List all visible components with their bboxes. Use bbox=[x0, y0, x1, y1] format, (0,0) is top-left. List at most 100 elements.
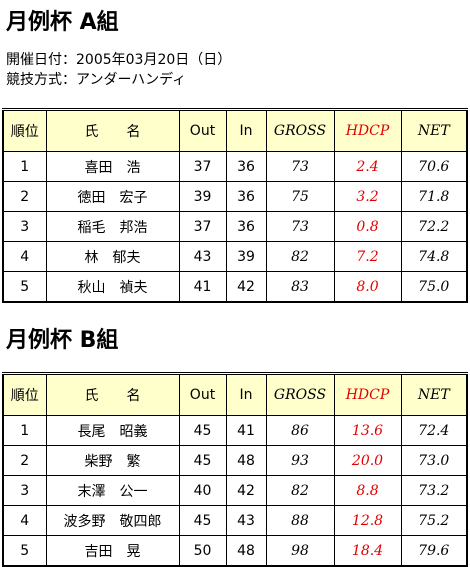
cell: 75.2 bbox=[400, 505, 468, 536]
cell: 13.6 bbox=[333, 415, 402, 446]
data-row: 1 長尾 昭義 45 41 86 13.6 72.4 bbox=[2, 415, 468, 446]
cell: 20.0 bbox=[333, 445, 402, 476]
data-row: 3 稲毛 邦浩 37 36 73 0.8 72.2 bbox=[2, 211, 468, 242]
cell: 79.6 bbox=[400, 535, 468, 567]
cell: 36 bbox=[225, 211, 267, 242]
cell: 喜田 浩 bbox=[45, 151, 180, 182]
cell: 2 bbox=[2, 181, 47, 212]
cell: 82 bbox=[265, 241, 335, 272]
cell: 長尾 昭義 bbox=[45, 415, 180, 446]
cell: 柴野 繁 bbox=[45, 445, 180, 476]
cell: 83 bbox=[265, 271, 335, 303]
cell: 50 bbox=[178, 535, 227, 567]
cell: 73.0 bbox=[400, 445, 468, 476]
cell: 5 bbox=[2, 535, 47, 567]
cell: 71.8 bbox=[400, 181, 468, 212]
header-cell: In bbox=[225, 109, 267, 152]
cell: 88 bbox=[265, 505, 335, 536]
cell: 8.8 bbox=[333, 475, 402, 506]
cell: 稲毛 邦浩 bbox=[45, 211, 180, 242]
score-table: 順位氏 名 Out In GROSS HDCP NET 1 長尾 昭義 45 41 86 13.6 72… bbox=[2, 372, 468, 567]
header-cell: 氏 名 bbox=[45, 109, 180, 152]
cell: 5 bbox=[2, 271, 47, 303]
data-row: 3 末澤 公一 40 42 82 8.8 73.2 bbox=[2, 475, 468, 506]
data-row: 2 徳田 宏子 39 36 75 3.2 71.8 bbox=[2, 181, 468, 212]
cell: 45 bbox=[178, 505, 227, 536]
cell: 43 bbox=[178, 241, 227, 272]
cell: 秋山 禎夫 bbox=[45, 271, 180, 303]
cell: 39 bbox=[178, 181, 227, 212]
cell: 3 bbox=[2, 211, 47, 242]
header-cell: HDCP bbox=[333, 373, 402, 416]
cell: 74.8 bbox=[400, 241, 468, 272]
cell: 37 bbox=[178, 211, 227, 242]
cell: 徳田 宏子 bbox=[45, 181, 180, 212]
data-row: 1 喜田 浩 37 36 73 2.4 70.6 bbox=[2, 151, 468, 182]
cell: 73 bbox=[265, 211, 335, 242]
cell: 36 bbox=[225, 151, 267, 182]
cell: 吉田 晃 bbox=[45, 535, 180, 567]
header-cell: In bbox=[225, 373, 267, 416]
cell: 41 bbox=[178, 271, 227, 303]
header-cell: 氏 名 bbox=[45, 373, 180, 416]
cell: 41 bbox=[225, 415, 267, 446]
section-title: 月例杯 A組 bbox=[6, 10, 119, 35]
header-cell: 順位 bbox=[2, 109, 47, 152]
cell: 36 bbox=[225, 181, 267, 212]
section-title: 月例杯 B組 bbox=[6, 328, 119, 353]
cell: 1 bbox=[2, 151, 47, 182]
cell: 98 bbox=[265, 535, 335, 567]
data-row: 5 秋山 禎夫 41 42 83 8.0 75.0 bbox=[2, 271, 468, 303]
cell: 40 bbox=[178, 475, 227, 506]
cell: 2.4 bbox=[333, 151, 402, 182]
cell: 75 bbox=[265, 181, 335, 212]
cell: 12.8 bbox=[333, 505, 402, 536]
cell: 0.8 bbox=[333, 211, 402, 242]
cell: 2 bbox=[2, 445, 47, 476]
header-cell: GROSS bbox=[265, 109, 335, 152]
cell: 48 bbox=[225, 445, 267, 476]
data-row: 5 吉田 晃 50 48 98 18.4 79.6 bbox=[2, 535, 468, 567]
cell: 45 bbox=[178, 415, 227, 446]
header-cell: GROSS bbox=[265, 373, 335, 416]
cell: 93 bbox=[265, 445, 335, 476]
cell: 86 bbox=[265, 415, 335, 446]
header-row: 順位氏 名 Out In GROSS HDCP NET bbox=[2, 109, 468, 152]
cell: 7.2 bbox=[333, 241, 402, 272]
header-cell: Out bbox=[178, 109, 227, 152]
cell: 37 bbox=[178, 151, 227, 182]
header-cell: NET bbox=[400, 109, 468, 152]
cell: 43 bbox=[225, 505, 267, 536]
cell: 8.0 bbox=[333, 271, 402, 303]
cell: 1 bbox=[2, 415, 47, 446]
data-row: 2 柴野 繁 45 48 93 20.0 73.0 bbox=[2, 445, 468, 476]
cell: 4 bbox=[2, 241, 47, 272]
cell: 4 bbox=[2, 505, 47, 536]
score-table: 順位氏 名 Out In GROSS HDCP NET 1 喜田 浩 37 36 73 2.4 70.6… bbox=[2, 108, 468, 303]
cell: 70.6 bbox=[400, 151, 468, 182]
info-line: 開催日付：2005年03月20日（日） bbox=[6, 52, 232, 68]
cell: 73 bbox=[265, 151, 335, 182]
info-line: 競技方式：アンダーハンディ bbox=[6, 72, 187, 88]
cell: 42 bbox=[225, 475, 267, 506]
cell: 3.2 bbox=[333, 181, 402, 212]
cell: 39 bbox=[225, 241, 267, 272]
cell: 42 bbox=[225, 271, 267, 303]
header-row: 順位氏 名 Out In GROSS HDCP NET bbox=[2, 373, 468, 416]
header-cell: HDCP bbox=[333, 109, 402, 152]
cell: 末澤 公一 bbox=[45, 475, 180, 506]
cell: 18.4 bbox=[333, 535, 402, 567]
cell: 48 bbox=[225, 535, 267, 567]
header-cell: Out bbox=[178, 373, 227, 416]
cell: 3 bbox=[2, 475, 47, 506]
cell: 73.2 bbox=[400, 475, 468, 506]
data-row: 4 波多野 敬四郎 45 43 88 12.8 75.2 bbox=[2, 505, 468, 536]
header-cell: NET bbox=[400, 373, 468, 416]
header-cell: 順位 bbox=[2, 373, 47, 416]
cell: 45 bbox=[178, 445, 227, 476]
cell: 72.2 bbox=[400, 211, 468, 242]
cell: 波多野 敬四郎 bbox=[45, 505, 180, 536]
cell: 82 bbox=[265, 475, 335, 506]
